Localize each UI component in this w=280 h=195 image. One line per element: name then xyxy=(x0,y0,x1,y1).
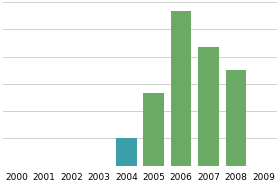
Bar xyxy=(198,47,219,166)
Bar xyxy=(226,70,246,166)
Bar xyxy=(171,11,192,166)
Bar xyxy=(143,93,164,166)
Bar xyxy=(116,138,137,166)
